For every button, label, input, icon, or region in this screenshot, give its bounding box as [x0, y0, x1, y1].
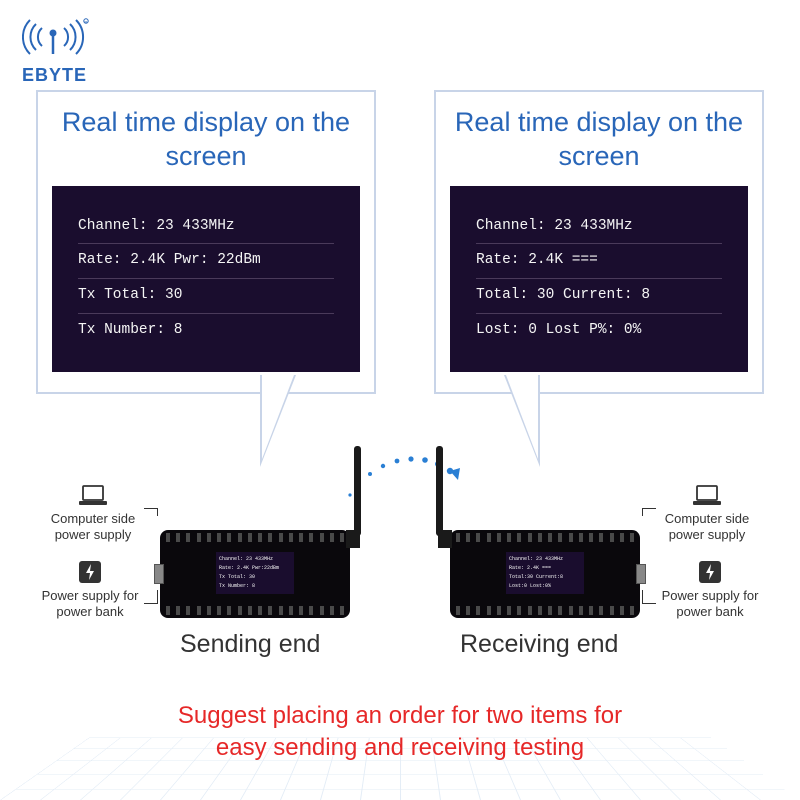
receiving-device: Channel: 23 433MHzRate: 2.4K ===Total:30… — [450, 530, 640, 618]
usb-port — [636, 564, 646, 584]
powerbank-supply-label-right: Power supply for power bank — [652, 560, 768, 619]
display-row: Channel: 23 433MHz — [78, 210, 334, 245]
callout-title-left: Real time display on the screen — [52, 106, 360, 174]
bracket-line — [144, 508, 158, 516]
label-line: Computer side — [665, 511, 750, 526]
sending-end-label: Sending end — [180, 630, 320, 659]
receiving-end-label: Receiving end — [460, 630, 618, 659]
label-line: power bank — [56, 604, 123, 619]
brand-logo: R EBYTE — [22, 18, 92, 86]
callout-tail-left — [260, 375, 296, 467]
display-row: Total: 30 Current: 8 — [476, 279, 722, 314]
callout-tail-right — [504, 375, 540, 467]
bracket-line — [642, 590, 656, 604]
brand-name: EBYTE — [22, 65, 92, 86]
power-icon — [698, 560, 722, 584]
device-mini-screen: Channel: 23 433MHzRate: 2.4K ===Total:30… — [506, 552, 584, 594]
display-row: Tx Total: 30 — [78, 279, 334, 314]
label-line: Power supply for — [42, 588, 139, 603]
laptop-icon — [78, 485, 108, 507]
receiving-callout: Real time display on the screen Channel:… — [434, 90, 764, 394]
transmission-arc — [345, 445, 465, 505]
label-line: Computer side — [51, 511, 136, 526]
antenna-icon: R — [22, 18, 92, 56]
device-mini-screen: Channel: 23 433MHzRate: 2.4K Pwr:22dBmTx… — [216, 552, 294, 594]
label-line: power supply — [55, 527, 132, 542]
pin-row — [166, 606, 344, 615]
display-row: Channel: 23 433MHz — [476, 210, 722, 245]
svg-text:R: R — [85, 20, 88, 25]
label-line: power bank — [676, 604, 743, 619]
power-icon — [78, 560, 102, 584]
powerbank-supply-label-left: Power supply for power bank — [32, 560, 148, 619]
callout-title-right: Real time display on the screen — [450, 106, 748, 174]
order-suggestion: Suggest placing an order for two items f… — [0, 700, 800, 765]
bracket-line — [144, 590, 158, 604]
usb-port — [154, 564, 164, 584]
receiving-display: Channel: 23 433MHz Rate: 2.4K === Total:… — [450, 186, 748, 373]
label-line: Power supply for — [662, 588, 759, 603]
computer-supply-label-left: Computer side power supply — [38, 485, 148, 542]
bracket-line — [642, 508, 656, 516]
sending-device: Channel: 23 433MHzRate: 2.4K Pwr:22dBmTx… — [160, 530, 350, 618]
sending-display: Channel: 23 433MHz Rate: 2.4K Pwr: 22dBm… — [52, 186, 360, 373]
label-line: power supply — [669, 527, 746, 542]
sending-callout: Real time display on the screen Channel:… — [36, 90, 376, 394]
suggestion-line: Suggest placing an order for two items f… — [178, 702, 622, 729]
computer-supply-label-right: Computer side power supply — [652, 485, 762, 542]
display-row: Tx Number: 8 — [78, 314, 334, 348]
laptop-icon — [692, 485, 722, 507]
pin-row — [456, 533, 634, 542]
pin-row — [166, 533, 344, 542]
display-row: Lost: 0 Lost P%: 0% — [476, 314, 722, 348]
pin-row — [456, 606, 634, 615]
display-row: Rate: 2.4K === — [476, 244, 722, 279]
suggestion-line: easy sending and receiving testing — [216, 734, 584, 761]
display-row: Rate: 2.4K Pwr: 22dBm — [78, 244, 334, 279]
